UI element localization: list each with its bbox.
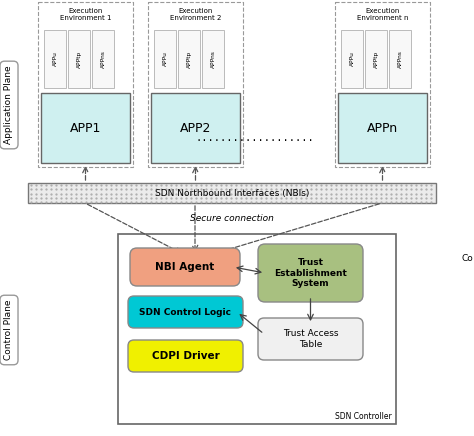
Text: NBI Agent: NBI Agent	[155, 262, 215, 272]
Bar	[178, 30, 200, 88]
FancyBboxPatch shape	[128, 340, 243, 372]
Text: APPn: APPn	[367, 122, 398, 134]
FancyBboxPatch shape	[128, 296, 243, 328]
Bar	[365, 30, 387, 88]
Bar	[44, 30, 66, 88]
Bar	[151, 93, 240, 163]
Bar	[154, 30, 176, 88]
FancyBboxPatch shape	[130, 248, 240, 286]
Text: Secure connection: Secure connection	[190, 214, 274, 222]
Text: APPns: APPns	[398, 50, 402, 68]
Text: SDN Northbound Interfaces (NBIs): SDN Northbound Interfaces (NBIs)	[155, 188, 309, 198]
Bar	[389, 30, 411, 88]
Bar	[338, 93, 427, 163]
Text: APP1: APP1	[70, 122, 101, 134]
Bar	[41, 93, 130, 163]
Bar	[202, 30, 224, 88]
Text: APPu: APPu	[163, 51, 167, 66]
Text: APP2: APP2	[180, 122, 211, 134]
Text: Co: Co	[462, 253, 474, 262]
Text: SDN Control Logic: SDN Control Logic	[139, 307, 231, 317]
Bar	[68, 30, 90, 88]
Text: APPu: APPu	[53, 51, 57, 66]
Text: APPtp: APPtp	[374, 51, 379, 68]
Text: Execution
Environment 1: Execution Environment 1	[60, 8, 111, 21]
Text: APPtp: APPtp	[186, 51, 191, 68]
Text: Execution
Environment 2: Execution Environment 2	[170, 8, 221, 21]
Text: Execution
Environment n: Execution Environment n	[357, 8, 408, 21]
Text: Trust Access
Table: Trust Access Table	[283, 329, 338, 349]
Text: ...................: ...................	[196, 133, 314, 143]
Text: Control Plane: Control Plane	[4, 300, 13, 360]
Bar	[38, 2, 133, 167]
Bar	[28, 183, 436, 203]
Bar	[118, 234, 396, 424]
Bar	[148, 2, 243, 167]
Bar	[335, 2, 430, 167]
FancyBboxPatch shape	[258, 318, 363, 360]
Text: CDPI Driver: CDPI Driver	[152, 351, 219, 361]
Text: APPns: APPns	[210, 50, 216, 68]
Text: Application Plane: Application Plane	[4, 66, 13, 144]
Text: SDN Controller: SDN Controller	[335, 412, 392, 421]
Text: APPu: APPu	[349, 51, 355, 66]
Text: APPns: APPns	[100, 50, 106, 68]
Text: Trust
Establishment
System: Trust Establishment System	[274, 258, 347, 288]
Text: APPtp: APPtp	[76, 51, 82, 68]
Bar	[341, 30, 363, 88]
FancyBboxPatch shape	[258, 244, 363, 302]
Bar	[92, 30, 114, 88]
